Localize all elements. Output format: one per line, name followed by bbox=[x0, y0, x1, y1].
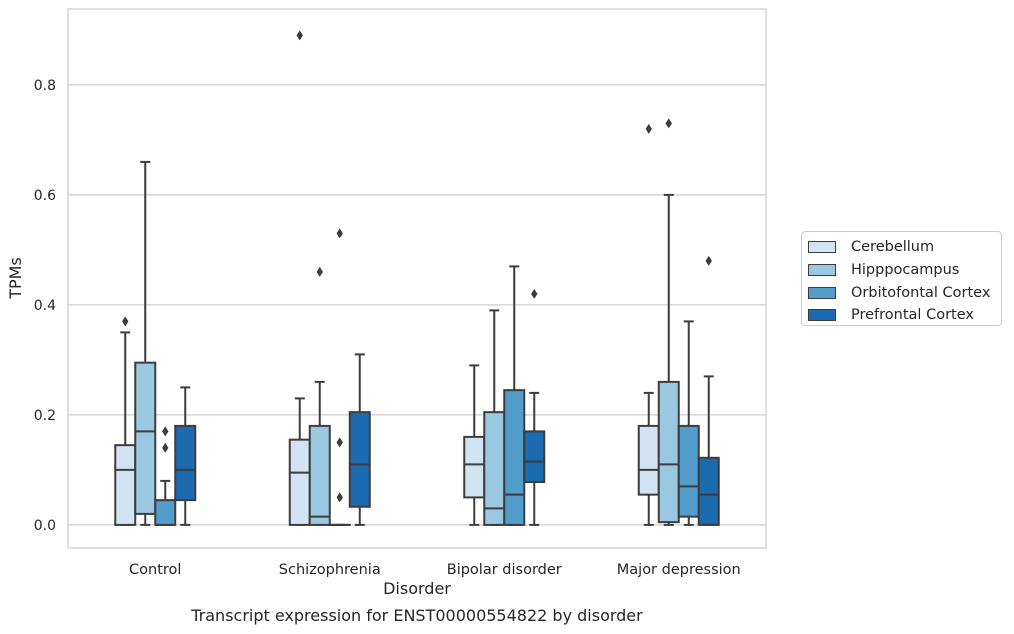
box-body bbox=[523, 430, 546, 483]
boxes-layer bbox=[114, 30, 720, 526]
x-tick-label-bipolar-disorder: Bipolar disorder bbox=[447, 562, 562, 578]
outlier-point bbox=[162, 442, 169, 453]
legend-swatch-orbitofrontal-cortex bbox=[808, 286, 836, 299]
chart-caption: Transcript expression for ENST0000055482… bbox=[191, 606, 643, 625]
y-tick-label: 0.0 bbox=[34, 518, 56, 534]
outlier-point bbox=[336, 492, 343, 503]
box-body bbox=[134, 361, 157, 515]
y-tick-label: 0.2 bbox=[34, 408, 56, 424]
legend-label-hippocampus: Hipppocampus bbox=[851, 262, 960, 279]
outlier-point bbox=[296, 30, 303, 41]
box-cerebellum-schizophrenia bbox=[288, 30, 311, 526]
box-hipppocampus-control bbox=[134, 160, 157, 526]
box-body bbox=[657, 380, 680, 524]
box-prefrontal-cortex-bipolar-disorder bbox=[523, 288, 546, 526]
legend-swatch-prefrontal-cortex bbox=[808, 309, 836, 322]
x-tick-label-major-depression: Major depression bbox=[617, 562, 741, 578]
legend-item-orbitofrontal-cortex: Orbitofontal Cortex bbox=[808, 281, 1001, 304]
plot-frame bbox=[67, 8, 767, 549]
outlier-point bbox=[336, 437, 343, 448]
box-body bbox=[154, 499, 177, 526]
outlier-point bbox=[665, 118, 672, 129]
box-hipppocampus-major-depression bbox=[657, 118, 680, 526]
legend-item-hippocampus: Hipppocampus bbox=[808, 259, 1001, 282]
legend-label-cerebellum: Cerebellum bbox=[851, 239, 935, 256]
box-hipppocampus-bipolar-disorder bbox=[483, 309, 506, 526]
box-body bbox=[348, 411, 371, 508]
box-hipppocampus-schizophrenia bbox=[308, 266, 331, 526]
outlier-point bbox=[336, 228, 343, 239]
box-prefrontal-cortex-control bbox=[174, 386, 197, 526]
legend-item-prefrontal-cortex: Prefrontal Cortex bbox=[808, 304, 1001, 327]
box-body bbox=[308, 424, 331, 526]
outlier-point bbox=[705, 255, 712, 266]
outlier-point bbox=[645, 123, 652, 134]
box-body bbox=[463, 435, 486, 499]
x-tick-label-control: Control bbox=[129, 562, 181, 578]
box-body bbox=[637, 424, 660, 496]
box-body bbox=[114, 444, 137, 526]
x-axis-label: Disorder bbox=[383, 579, 451, 598]
box-orbitofontal-cortex-major-depression bbox=[677, 320, 700, 526]
legend-label-orbitofrontal-cortex: Orbitofontal Cortex bbox=[851, 284, 991, 301]
outlier-point bbox=[316, 266, 323, 277]
box-body bbox=[288, 438, 311, 526]
legend-label-prefrontal-cortex: Prefrontal Cortex bbox=[851, 307, 974, 324]
legend-swatch-hippocampus bbox=[808, 264, 836, 277]
box-prefrontal-cortex-schizophrenia bbox=[348, 353, 371, 526]
box-cerebellum-major-depression bbox=[637, 123, 660, 526]
box-body bbox=[503, 389, 526, 526]
box-orbitofontal-cortex-control bbox=[154, 426, 177, 526]
y-tick-label: 0.6 bbox=[34, 188, 56, 204]
y-axis-label: TPMs bbox=[6, 257, 25, 300]
outlier-point bbox=[162, 426, 169, 437]
legend: Cerebellum Hipppocampus Orbitofontal Cor… bbox=[801, 231, 1002, 326]
box-orbitofontal-cortex-schizophrenia bbox=[328, 228, 351, 526]
y-tick-label: 0.8 bbox=[34, 78, 56, 94]
x-tick-label-schizophrenia: Schizophrenia bbox=[279, 562, 381, 578]
legend-item-cerebellum: Cerebellum bbox=[808, 236, 1001, 259]
legend-swatch-cerebellum bbox=[808, 241, 836, 254]
box-body bbox=[677, 424, 700, 518]
tick-labels: 0.0 0.2 0.4 0.6 0.8 Control Schizophrenia Bipol… bbox=[34, 78, 741, 578]
box-cerebellum-control bbox=[114, 316, 137, 526]
outlier-point bbox=[122, 316, 129, 327]
outlier-point bbox=[531, 288, 538, 299]
box-body bbox=[174, 424, 197, 502]
box-body bbox=[697, 456, 720, 526]
box-prefrontal-cortex-major-depression bbox=[697, 255, 720, 526]
box-cerebellum-bipolar-disorder bbox=[463, 364, 486, 526]
y-tick-label: 0.4 bbox=[34, 298, 56, 314]
